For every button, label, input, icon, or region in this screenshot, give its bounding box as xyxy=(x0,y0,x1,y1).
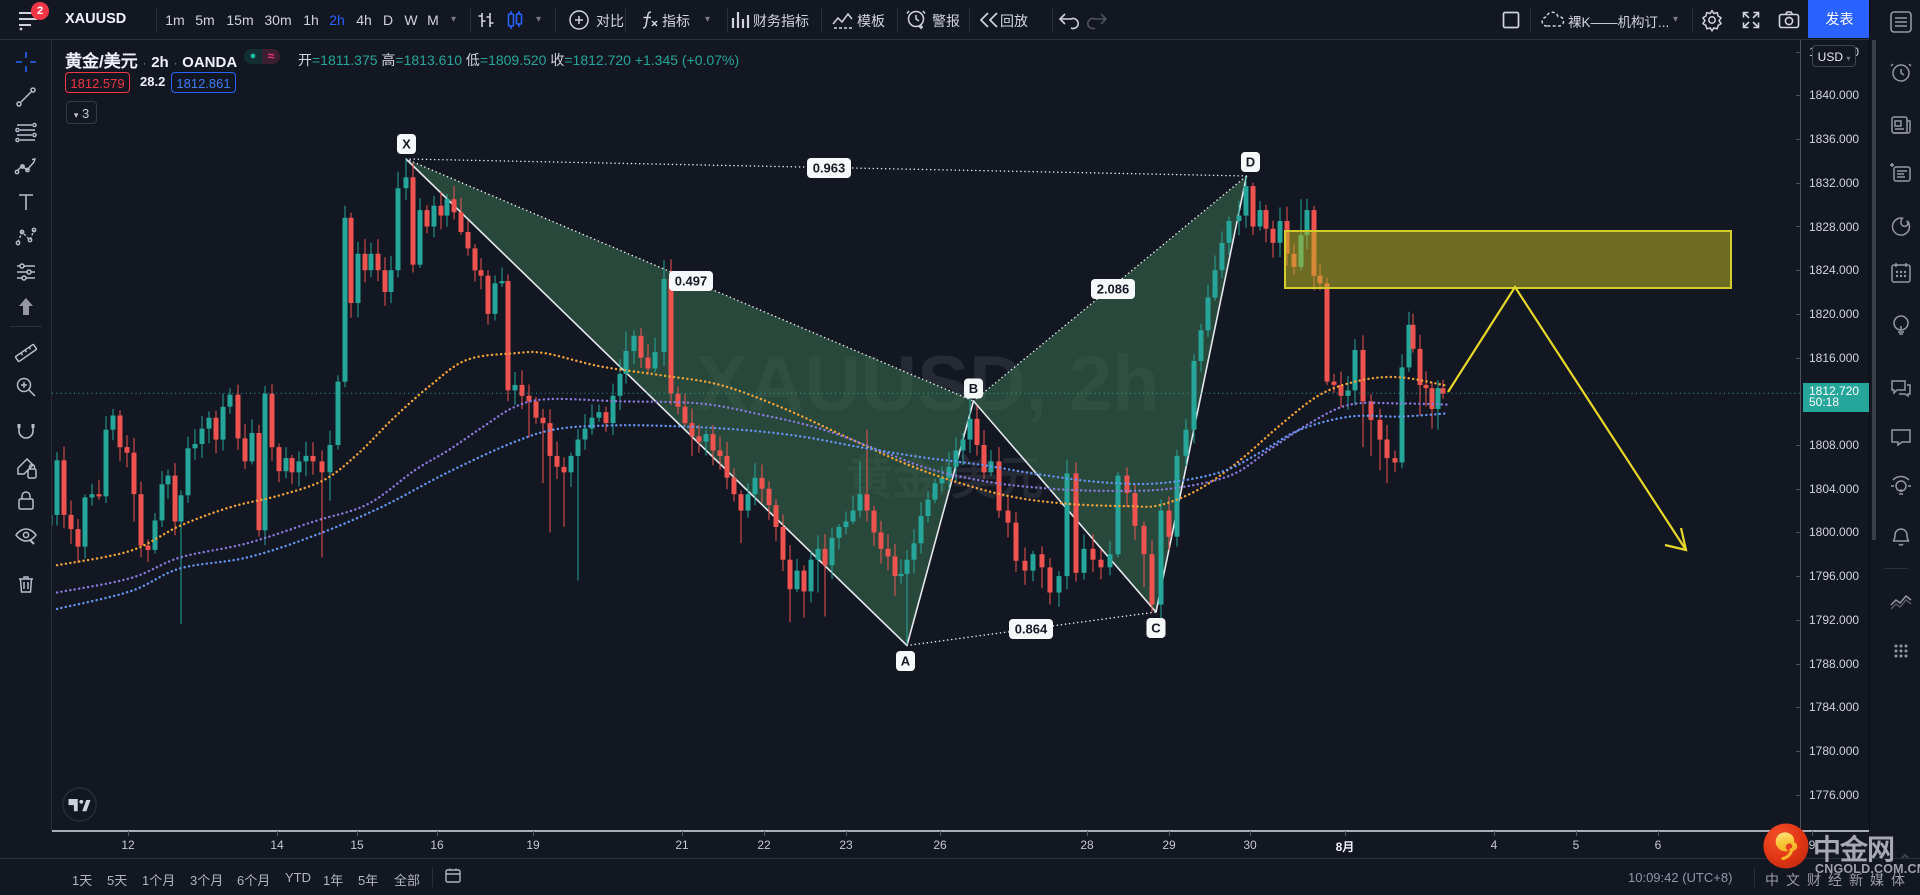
svg-text:X: X xyxy=(402,137,411,152)
svg-text:0.963: 0.963 xyxy=(813,161,846,176)
svg-text:C: C xyxy=(1151,621,1161,636)
svg-text:2.086: 2.086 xyxy=(1097,282,1130,297)
svg-text:0.497: 0.497 xyxy=(675,274,708,289)
svg-text:0.864: 0.864 xyxy=(1015,622,1048,637)
svg-text:A: A xyxy=(901,654,911,669)
svg-text:B: B xyxy=(969,381,978,396)
svg-text:D: D xyxy=(1246,155,1255,170)
